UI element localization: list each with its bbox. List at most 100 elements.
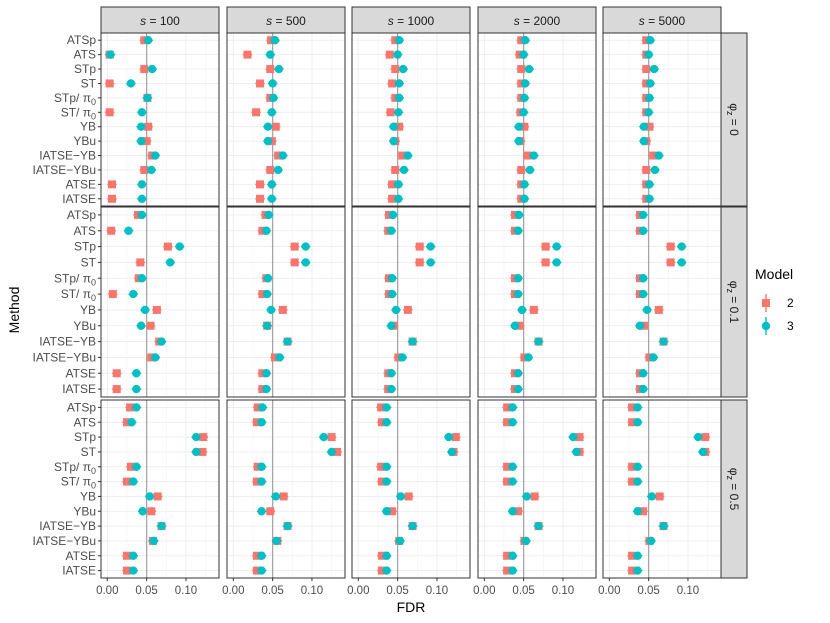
panel-r2-c0	[100, 399, 220, 579]
panel-background	[227, 33, 345, 206]
panel-r0-c0	[100, 32, 220, 207]
method-label-base: ATSp	[67, 33, 96, 47]
point-model-2	[628, 551, 637, 560]
point-model-3	[519, 108, 528, 117]
panel-r0-c2	[351, 32, 471, 207]
point-model-2	[271, 122, 280, 131]
point-model-2	[290, 258, 299, 267]
point-model-3	[638, 289, 648, 299]
point-model-3	[269, 93, 278, 103]
panel-border	[100, 399, 220, 579]
point-model-2	[140, 65, 149, 74]
method-label: YBu	[73, 319, 96, 333]
point-model-2	[391, 165, 400, 174]
point-model-3	[508, 403, 517, 412]
point-model-3	[513, 274, 523, 283]
point-model-2	[266, 65, 275, 74]
point-model-3	[513, 289, 523, 299]
point-model-3	[387, 289, 397, 299]
point-model-2	[391, 65, 400, 74]
point-model-3	[633, 507, 642, 516]
row-facet-strips: φz = 0φz = 0.1φz = 0.5	[720, 32, 748, 579]
point-model-3	[129, 477, 138, 486]
point-model-3	[382, 462, 391, 471]
point-model-3	[268, 79, 277, 88]
point-model-2	[503, 551, 512, 560]
point-model-3	[508, 507, 517, 516]
point-model-2	[252, 418, 261, 427]
point-model-2	[252, 551, 261, 560]
point-model-3	[510, 321, 520, 330]
panel-background	[478, 400, 596, 578]
x-axis-tick-labels: 0.00 0.05 0.10 0.00 0.05 0.10 0.00 0.05 0.10 0.00…	[96, 578, 699, 597]
method-label: YBu	[73, 134, 96, 148]
legend-square-icon	[762, 299, 770, 307]
panel-r2-c1	[226, 399, 346, 579]
point-model-3	[382, 507, 391, 516]
strip-phi: φ	[727, 103, 741, 111]
column-strip-2: s = 1000	[351, 6, 471, 34]
point-model-2	[108, 180, 117, 189]
point-model-3	[257, 462, 266, 471]
point-model-3	[395, 93, 404, 103]
method-label-base: ATS	[74, 415, 96, 429]
point-model-3	[524, 353, 533, 362]
method-label-base: YBu	[73, 134, 96, 148]
point-model-2	[541, 258, 550, 267]
method-label-base: YB	[80, 120, 96, 134]
x-tick-label: 0.05	[135, 585, 157, 597]
strip-var: s	[266, 14, 272, 28]
method-label-base: IATSE−YB	[39, 149, 96, 163]
point-model-3	[646, 79, 655, 88]
point-model-3	[266, 50, 275, 59]
point-model-2	[136, 258, 145, 267]
point-model-3	[387, 321, 396, 330]
point-model-2	[645, 122, 654, 131]
point-model-2	[279, 492, 288, 501]
point-model-2	[112, 369, 121, 378]
point-model-2	[649, 151, 658, 160]
method-label: IATSE	[62, 192, 96, 206]
legend-label: 3	[787, 319, 794, 333]
point-model-3	[408, 521, 417, 531]
point-model-3	[175, 242, 184, 251]
panel-background	[101, 33, 219, 206]
legend-item-3: 3	[761, 317, 794, 335]
point-model-3	[271, 492, 280, 501]
method-label-base: IATSE−YBu	[33, 350, 96, 364]
point-model-3	[633, 566, 642, 575]
y-axis-title: Method	[6, 287, 22, 334]
point-model-2	[654, 305, 663, 314]
point-model-2	[122, 477, 131, 486]
point-model-3	[520, 194, 529, 203]
point-model-3	[387, 369, 396, 378]
point-model-2	[642, 165, 651, 174]
point-model-3	[525, 165, 535, 175]
point-model-3	[677, 258, 686, 267]
point-model-3	[520, 180, 529, 189]
strip-label: s = 2000	[514, 14, 561, 28]
panel-r0-c1	[226, 32, 346, 207]
point-model-2	[146, 321, 155, 330]
panel-r1-c2	[351, 206, 471, 398]
point-model-2	[398, 151, 407, 160]
method-label-base: IATSE	[62, 382, 96, 396]
method-label-base: ATSp	[67, 208, 96, 222]
point-model-3	[270, 36, 280, 45]
point-model-3	[403, 151, 413, 160]
method-label: IATSE−YB	[39, 519, 96, 533]
method-label-subscript: 0	[91, 97, 96, 107]
point-model-3	[646, 36, 655, 45]
point-model-3	[398, 353, 407, 362]
panel-background	[478, 207, 596, 397]
point-model-2	[266, 507, 275, 516]
method-label: ATS	[74, 415, 96, 429]
point-model-3	[257, 507, 266, 516]
point-model-2	[529, 305, 538, 314]
point-model-2	[252, 566, 261, 575]
point-model-3	[514, 210, 524, 220]
column-strip-0: s = 100	[100, 6, 220, 34]
method-label-base: STp	[74, 62, 96, 76]
method-label-base: ATS	[74, 224, 96, 238]
